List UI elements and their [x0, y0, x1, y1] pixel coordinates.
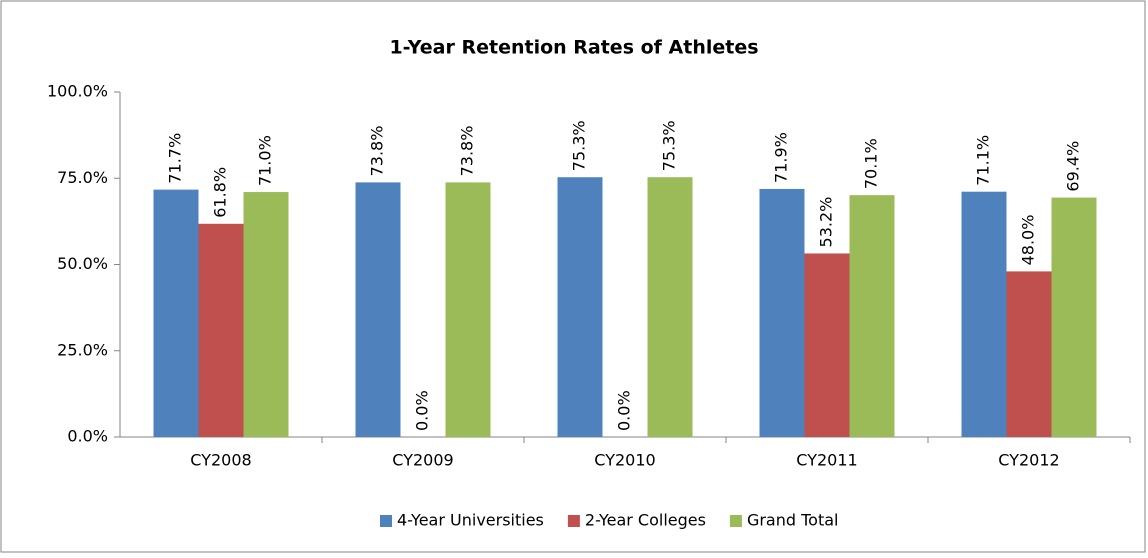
- bar: [849, 195, 895, 437]
- data-label: 73.8%: [458, 126, 477, 177]
- bar: [1051, 197, 1097, 437]
- data-label: 71.1%: [974, 135, 993, 186]
- legend-label: 2-Year Colleges: [585, 511, 706, 530]
- legend-label: Grand Total: [747, 511, 839, 530]
- data-label: 70.1%: [862, 138, 881, 189]
- data-label: 0.0%: [615, 390, 634, 431]
- data-label: 61.8%: [211, 167, 230, 218]
- y-tick-label: 50.0%: [57, 254, 108, 273]
- data-label: 53.2%: [817, 197, 836, 248]
- data-label: 48.0%: [1019, 215, 1038, 266]
- data-label: 73.8%: [368, 126, 387, 177]
- bar: [759, 188, 805, 437]
- bar: [804, 253, 850, 437]
- x-tick-label: CY2011: [796, 451, 857, 470]
- legend-label: 4-Year Universities: [397, 511, 544, 530]
- y-tick-label: 75.0%: [57, 168, 108, 187]
- data-label: 75.3%: [660, 120, 679, 171]
- data-label: 69.4%: [1064, 141, 1083, 192]
- bar: [647, 177, 693, 437]
- y-tick-label: 100.0%: [47, 82, 108, 101]
- legend-swatch: [729, 515, 742, 527]
- data-label: 71.0%: [256, 135, 275, 186]
- bar: [557, 177, 603, 437]
- data-label: 0.0%: [413, 390, 432, 431]
- bar: [153, 189, 199, 437]
- x-tick-label: CY2008: [190, 451, 251, 470]
- bar: [355, 182, 401, 437]
- y-tick-label: 25.0%: [57, 340, 108, 359]
- bar: [198, 223, 244, 437]
- data-label: 71.7%: [166, 133, 185, 184]
- y-tick-label: 0.0%: [67, 427, 108, 446]
- data-label: 75.3%: [570, 120, 589, 171]
- bar: [1006, 271, 1052, 437]
- chart-title: 1-Year Retention Rates of Athletes: [389, 37, 758, 59]
- bar: [961, 191, 1007, 437]
- legend-swatch: [567, 515, 580, 527]
- x-tick-label: CY2010: [594, 451, 655, 470]
- x-tick-label: CY2012: [998, 451, 1059, 470]
- x-tick-label: CY2009: [392, 451, 453, 470]
- data-label: 71.9%: [772, 132, 791, 183]
- legend-swatch: [380, 515, 392, 527]
- bar: [243, 192, 289, 437]
- bar: [445, 182, 491, 437]
